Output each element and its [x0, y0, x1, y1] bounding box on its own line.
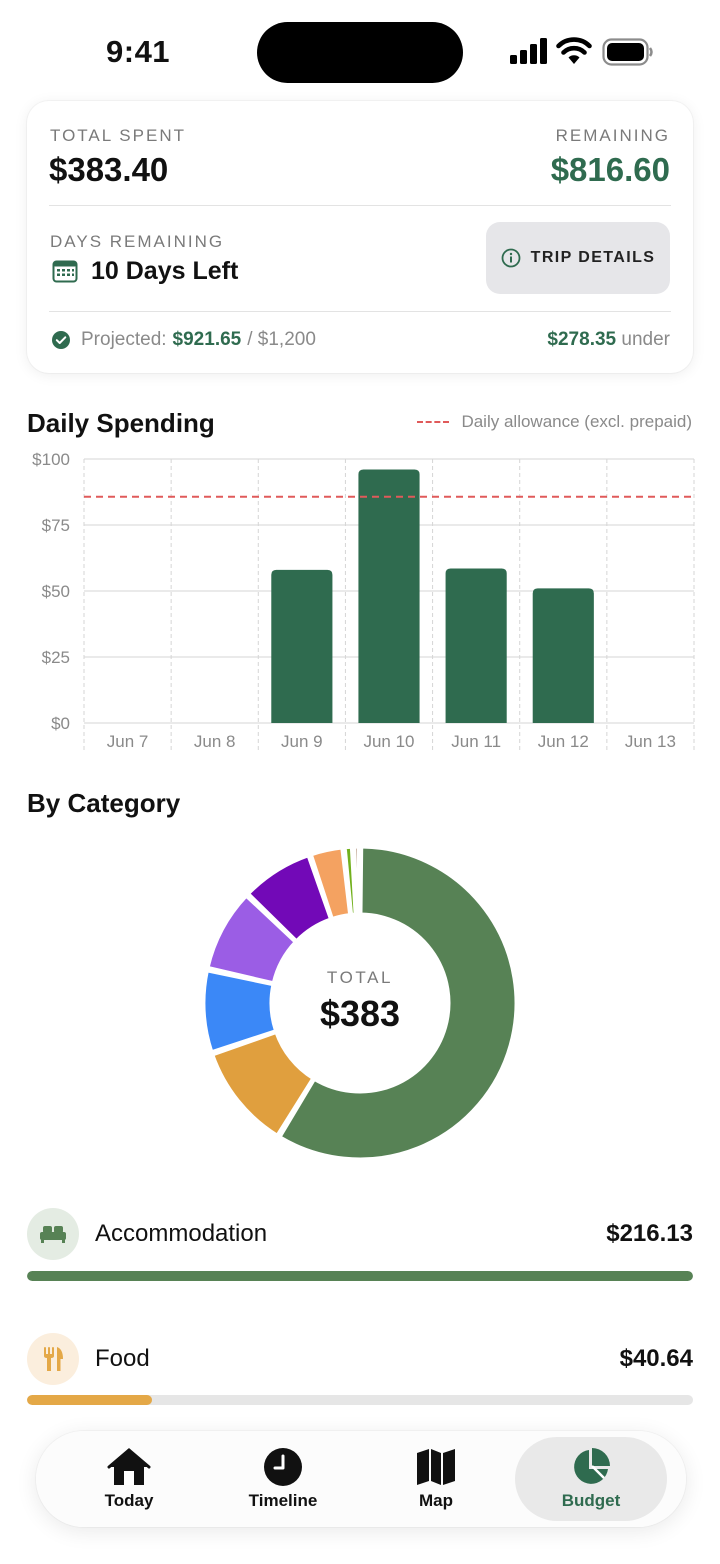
- bar: [445, 568, 507, 723]
- under-value: $278.35: [547, 329, 617, 350]
- tab-label: Budget: [561, 1491, 621, 1510]
- days-remaining-label: DAYS REMAINING: [50, 232, 225, 251]
- donut-total-value: $383: [319, 993, 401, 1034]
- x-tick-label: Jun 8: [194, 732, 236, 751]
- category-row-food[interactable]: Food $40.64: [27, 1333, 693, 1393]
- projected-row: Projected: $921.65 / $1,200: [51, 329, 316, 351]
- by-category-title: By Category: [27, 788, 181, 818]
- donut-segment: [343, 845, 357, 916]
- divider: [49, 311, 671, 312]
- donut-total-label: TOTAL: [326, 968, 394, 987]
- pie-chart-icon: [574, 1448, 610, 1484]
- x-tick-label: Jun 13: [625, 732, 676, 751]
- clock-icon: [264, 1448, 302, 1486]
- category-row-accommodation[interactable]: Accommodation $216.13: [27, 1208, 693, 1268]
- donut-segment: [353, 845, 361, 916]
- trip-details-label: TRIP DETAILS: [530, 249, 656, 266]
- battery-icon: [602, 38, 653, 66]
- tab-label: Today: [104, 1491, 154, 1510]
- y-tick-label: $0: [51, 714, 70, 733]
- tab-budget[interactable]: Budget: [515, 1437, 667, 1521]
- x-tick-label: Jun 10: [363, 732, 414, 751]
- category-progress-fill: [27, 1395, 153, 1405]
- bar: [271, 569, 333, 723]
- daily-spending-chart: $0 $25 $50 $75 $100 Jun 7 Jun 8 Jun 9 Jun 10 Jun …: [32, 450, 695, 751]
- chart-legend: Daily allowance (excl. prepaid): [417, 412, 692, 432]
- bar: [532, 588, 594, 723]
- donut-segment: [309, 846, 352, 920]
- category-icon-wrap: [27, 1208, 79, 1260]
- remaining-label: REMAINING: [555, 126, 670, 145]
- donut-segment: [206, 894, 297, 985]
- tab-timeline[interactable]: Timeline: [207, 1437, 359, 1521]
- divider: [49, 205, 671, 206]
- tab-bar: Today Timeline Map Budget: [36, 1431, 686, 1527]
- donut-segment: [278, 845, 518, 1161]
- map-icon: [417, 1449, 455, 1485]
- daily-spending-title: Daily Spending: [27, 408, 215, 438]
- status-bar: 9:41: [0, 0, 720, 100]
- cellular-signal-icon: [510, 38, 547, 64]
- tab-label: Timeline: [248, 1491, 318, 1510]
- bed-icon: [40, 1226, 66, 1243]
- house-icon: [107, 1448, 151, 1485]
- calendar-icon: [52, 260, 78, 283]
- x-tick-label: Jun 7: [107, 732, 149, 751]
- days-left-value: 10 Days Left: [91, 257, 239, 285]
- projected-value: $921.65: [172, 329, 242, 350]
- total-spent-label: TOTAL SPENT: [50, 126, 186, 145]
- under-label: under: [621, 329, 670, 350]
- x-tick-label: Jun 12: [538, 732, 589, 751]
- tab-label: Map: [419, 1491, 453, 1510]
- under-budget: $278.35 under: [547, 329, 670, 351]
- status-time: 9:41: [106, 34, 171, 69]
- category-amount: $40.64: [619, 1345, 693, 1372]
- allowance-legend-label: Daily allowance (excl. prepaid): [461, 412, 692, 431]
- remaining-value: $816.60: [550, 151, 670, 188]
- trip-details-button[interactable]: TRIP DETAILS: [486, 222, 670, 294]
- category-donut-chart: [202, 845, 518, 1161]
- donut-segment: [247, 854, 332, 943]
- wifi-icon: [556, 37, 592, 64]
- y-tick-label: $75: [42, 516, 70, 535]
- budget-summary-card: TOTAL SPENT $383.40 REMAINING $816.60 DA…: [27, 101, 693, 373]
- category-progress-accommodation: [27, 1271, 693, 1281]
- budget-total: / $1,200: [247, 329, 316, 350]
- allowance-legend-swatch: [417, 421, 450, 423]
- donut-segment: [202, 969, 277, 1054]
- fork-knife-icon: [44, 1347, 63, 1371]
- total-spent-value: $383.40: [49, 151, 169, 188]
- x-tick-label: Jun 11: [451, 732, 501, 751]
- category-name: Food: [95, 1345, 150, 1372]
- tab-today[interactable]: Today: [53, 1437, 205, 1521]
- x-tick-label: Jun 9: [281, 732, 323, 751]
- y-tick-label: $25: [42, 648, 70, 667]
- dynamic-island: [257, 22, 463, 83]
- category-icon-wrap: [27, 1333, 79, 1385]
- tab-map[interactable]: Map: [360, 1437, 512, 1521]
- category-progress-food: [27, 1395, 693, 1405]
- category-name: Accommodation: [95, 1220, 268, 1247]
- category-progress-fill: [27, 1271, 693, 1281]
- donut-segment: [211, 1031, 315, 1137]
- check-circle-icon: [52, 331, 70, 349]
- projected-label: Projected:: [81, 329, 167, 350]
- bar: [358, 469, 420, 723]
- info-icon: [501, 248, 521, 268]
- y-tick-label: $100: [32, 450, 70, 469]
- category-amount: $216.13: [606, 1220, 693, 1247]
- y-tick-label: $50: [42, 582, 70, 601]
